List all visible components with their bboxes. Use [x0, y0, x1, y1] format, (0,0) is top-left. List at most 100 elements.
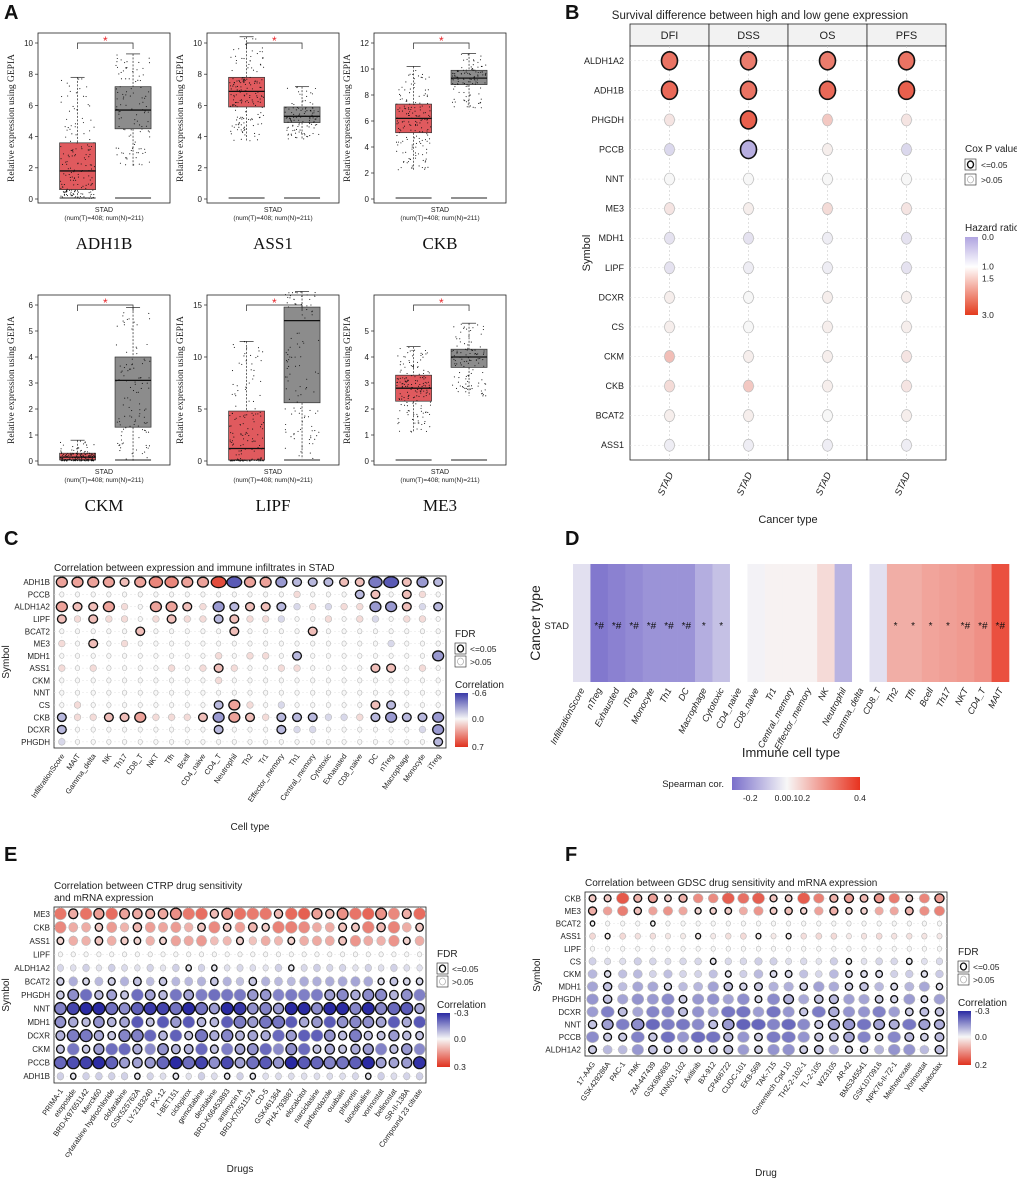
plot-frame	[373, 32, 507, 204]
jitter-point	[91, 183, 93, 185]
bubble	[339, 964, 347, 972]
bubble	[153, 689, 159, 696]
bubble	[106, 640, 112, 647]
jitter-point	[458, 377, 460, 379]
bubble	[707, 893, 719, 904]
jitter-point	[313, 110, 315, 112]
bubble	[660, 1018, 675, 1031]
jitter-point	[419, 118, 421, 120]
bubble	[920, 970, 929, 978]
bubble	[634, 932, 641, 940]
bubble	[213, 724, 224, 735]
bubble	[307, 626, 318, 637]
bubble	[297, 1042, 311, 1056]
jitter-point	[483, 352, 485, 354]
jitter-point	[129, 368, 131, 370]
jitter-point	[88, 459, 90, 461]
bubble	[92, 1015, 105, 1029]
jitter-point	[141, 164, 143, 166]
jitter-point	[422, 377, 424, 379]
bubble	[183, 989, 195, 1001]
bubble	[695, 920, 701, 927]
jitter-point	[87, 183, 89, 185]
bubble	[122, 591, 128, 598]
bubble	[79, 907, 93, 921]
bubble	[168, 713, 176, 721]
bubble	[103, 712, 114, 723]
gene-name: ASS1	[253, 234, 293, 253]
jitter-point	[285, 431, 287, 433]
jitter-point	[80, 455, 82, 457]
jitter-point	[148, 445, 151, 447]
gene-name: CKM	[85, 496, 124, 515]
jitter-point	[260, 360, 262, 362]
jitter-point	[309, 409, 311, 411]
bubble	[767, 1044, 780, 1056]
bubble	[888, 1006, 901, 1018]
jitter-point	[74, 154, 76, 156]
bubble	[678, 982, 688, 992]
bubble	[243, 576, 257, 588]
jitter-point	[261, 106, 263, 109]
bubble	[829, 893, 839, 903]
jitter-point	[472, 83, 474, 85]
jitter-point	[422, 356, 424, 358]
bubble	[79, 1029, 93, 1043]
bubble	[341, 702, 347, 708]
bubble	[199, 664, 207, 672]
jitter-point	[309, 102, 311, 104]
bubble	[743, 379, 754, 393]
jitter-point	[299, 386, 301, 388]
bubble	[901, 261, 912, 275]
jitter-point	[84, 158, 86, 161]
jitter-point	[142, 109, 144, 111]
y-tick-label: 2	[365, 405, 370, 414]
bubble	[247, 738, 253, 745]
bubble	[664, 261, 675, 275]
bubble	[354, 589, 365, 600]
bubble	[75, 652, 81, 659]
jitter-point	[295, 132, 297, 134]
jitter-point	[254, 135, 256, 137]
jitter-point	[484, 74, 486, 76]
jitter-point	[467, 100, 469, 102]
jitter-point	[81, 187, 83, 189]
jitter-point	[118, 118, 120, 120]
row-label: MDH1	[558, 983, 581, 992]
jitter-point	[244, 95, 246, 97]
jitter-point	[147, 130, 149, 132]
jitter-point	[472, 64, 474, 66]
bubble	[137, 677, 143, 684]
jitter-point	[116, 54, 118, 56]
jitter-point	[421, 423, 423, 426]
bubble	[904, 906, 914, 916]
bubble	[75, 591, 81, 598]
jitter-point	[427, 89, 429, 91]
bubble	[235, 1030, 245, 1041]
bubble	[196, 576, 210, 588]
jitter-point	[127, 370, 129, 372]
jitter-point	[414, 107, 416, 109]
bubble	[743, 172, 754, 186]
jitter-point	[469, 74, 471, 76]
bubble	[435, 640, 441, 647]
jitter-point	[234, 102, 237, 104]
significance-mark: *#	[664, 621, 674, 632]
jitter-point	[404, 89, 406, 91]
normal-jitter-points	[284, 86, 320, 140]
jitter-point	[418, 137, 420, 139]
jitter-point	[236, 119, 238, 121]
bubble	[678, 994, 688, 1004]
bubble	[872, 1005, 886, 1018]
jitter-point	[251, 50, 253, 52]
jitter-point	[296, 332, 298, 334]
bubble	[743, 320, 754, 334]
jitter-point	[465, 383, 467, 385]
y-tick-label: 4	[198, 133, 203, 142]
bubble	[632, 1006, 644, 1018]
jitter-point	[400, 167, 402, 169]
bubble	[118, 1042, 131, 1056]
normal-box	[283, 306, 321, 404]
jitter-point	[287, 134, 289, 136]
